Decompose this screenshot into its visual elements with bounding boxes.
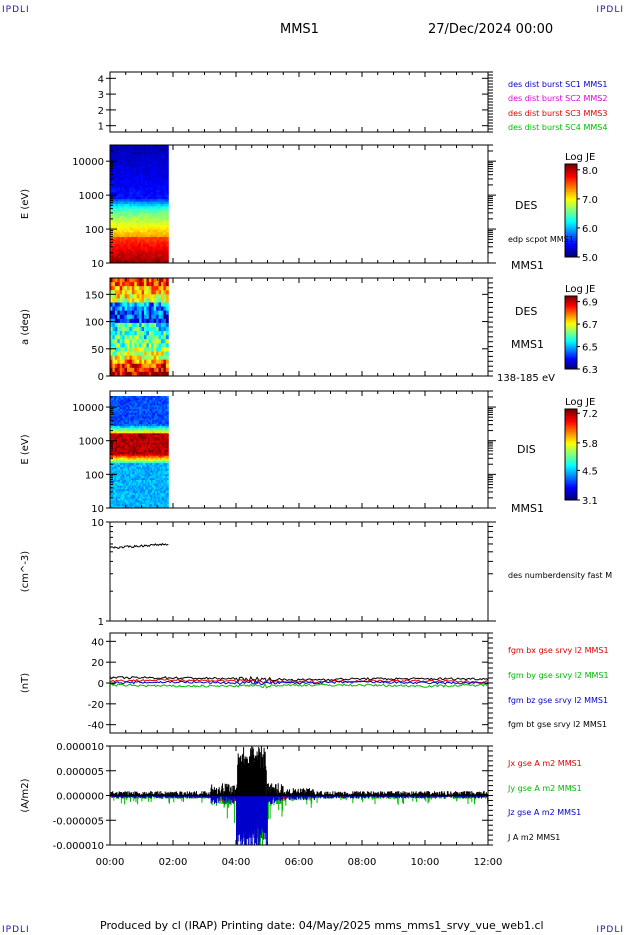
panel-des-pitch-cell — [166, 319, 169, 324]
panel-des-pitch-colorbar-label: 6.3 — [582, 365, 598, 376]
panel-des-pitch-cell — [166, 278, 169, 283]
panel-sc-position-ytick-label: 1 — [98, 122, 104, 133]
panel-des-energy-ytick-label: 1000 — [79, 191, 104, 202]
panel-des-pitch-ytick-label: 0 — [98, 372, 104, 383]
panel-sc-position-legend-entry: des dist burst SC4 MMS4 — [508, 123, 607, 132]
panel-dis-energy-ytick-label: 10000 — [72, 403, 104, 414]
panel-sc-position-ytick-label: 3 — [98, 90, 104, 101]
panel-des-pitch-cell — [166, 364, 169, 369]
panel-des-pitch-cell — [166, 331, 169, 336]
panel-des-pitch-cell — [166, 286, 169, 291]
panel-des-pitch-cell — [166, 315, 169, 320]
panel-des-pitch-cell — [166, 356, 169, 361]
panel-des-energy-ytick-label: 10 — [91, 259, 104, 270]
panel-des-pitch-cell — [166, 343, 169, 348]
panel-des-pitch-cell — [166, 303, 169, 308]
panel-des-pitch-cell — [166, 347, 169, 352]
panel-des-pitch-cell — [166, 311, 169, 316]
panel-des-pitch-cell — [166, 360, 169, 365]
panel-des-energy-colorbar-label: 5.0 — [582, 253, 598, 264]
panel-des-pitch-ytick-label: 150 — [85, 290, 104, 301]
panel-des-pitch-cell — [166, 339, 169, 344]
panel-sc-position-frame — [110, 72, 488, 132]
panel-des-energy-colorbar-label: 7.0 — [582, 195, 598, 206]
panel-des-pitch-side-label: 138-185 eV — [497, 373, 555, 384]
panel-des-pitch-ytick-label: 100 — [85, 318, 104, 329]
panel-des-pitch-cell — [166, 323, 169, 328]
panel-des-energy-side-label: DES — [515, 199, 537, 212]
panel-sc-position-ytick-label: 2 — [98, 106, 104, 117]
panel-des-pitch-colorbar-label: 6.5 — [582, 343, 598, 354]
panel-dis-energy-ytick-label: 10 — [91, 504, 104, 515]
panel-sc-position-legend-entry: des dist burst SC2 MMS2 — [508, 94, 607, 103]
panel-des-pitch-side-label: DES — [515, 305, 537, 318]
panel-des-pitch-colorbar-title: Log JE — [565, 284, 595, 295]
panel-des-pitch-cell — [166, 352, 169, 357]
panel-des-energy-colorbar-label: 6.0 — [582, 224, 598, 235]
panel-des-energy-ylabel: E (eV) — [20, 189, 31, 219]
panel-des-energy-ytick-label: 10000 — [72, 157, 104, 168]
panel-des-pitch-cell — [166, 335, 169, 340]
panel-des-pitch-cell — [166, 368, 169, 373]
panel-des-pitch-cell — [166, 290, 169, 295]
panel-des-pitch-cell — [166, 307, 169, 312]
panel-des-pitch-side-label: MMS1 — [511, 338, 544, 351]
panel-dis-energy-ytick-label: 1000 — [79, 437, 104, 448]
panel-des-pitch-ytick-label: 50 — [91, 345, 104, 356]
panel-des-energy-side-label: edp scpot MMS1 — [508, 235, 574, 244]
panel-des-energy-colorbar-label: 8.0 — [582, 166, 598, 177]
panel-dis-energy-ytick-label: 100 — [85, 470, 104, 481]
panel-des-pitch-cell — [166, 294, 169, 299]
panel-des-pitch-cell — [166, 282, 169, 287]
panel-sc-position-ytick-label: 4 — [98, 74, 104, 85]
panel-des-pitch-cell — [166, 327, 169, 332]
panel-sc-position-legend-entry: des dist burst SC1 MMS1 — [508, 80, 607, 89]
panel-des-pitch-colorbar-label: 6.7 — [582, 320, 598, 331]
panel-des-pitch-colorbar-label: 6.9 — [582, 298, 598, 309]
panel-des-pitch-cell — [166, 298, 169, 303]
panel-des-energy-side-label: MMS1 — [511, 259, 544, 272]
panel-des-energy-ytick-label: 100 — [85, 225, 104, 236]
panel-des-energy-colorbar-title: Log JE — [565, 152, 595, 163]
panel-des-pitch-ylabel: a (deg) — [20, 309, 31, 345]
panel-sc-position-legend-entry: des dist burst SC3 MMS3 — [508, 109, 607, 118]
